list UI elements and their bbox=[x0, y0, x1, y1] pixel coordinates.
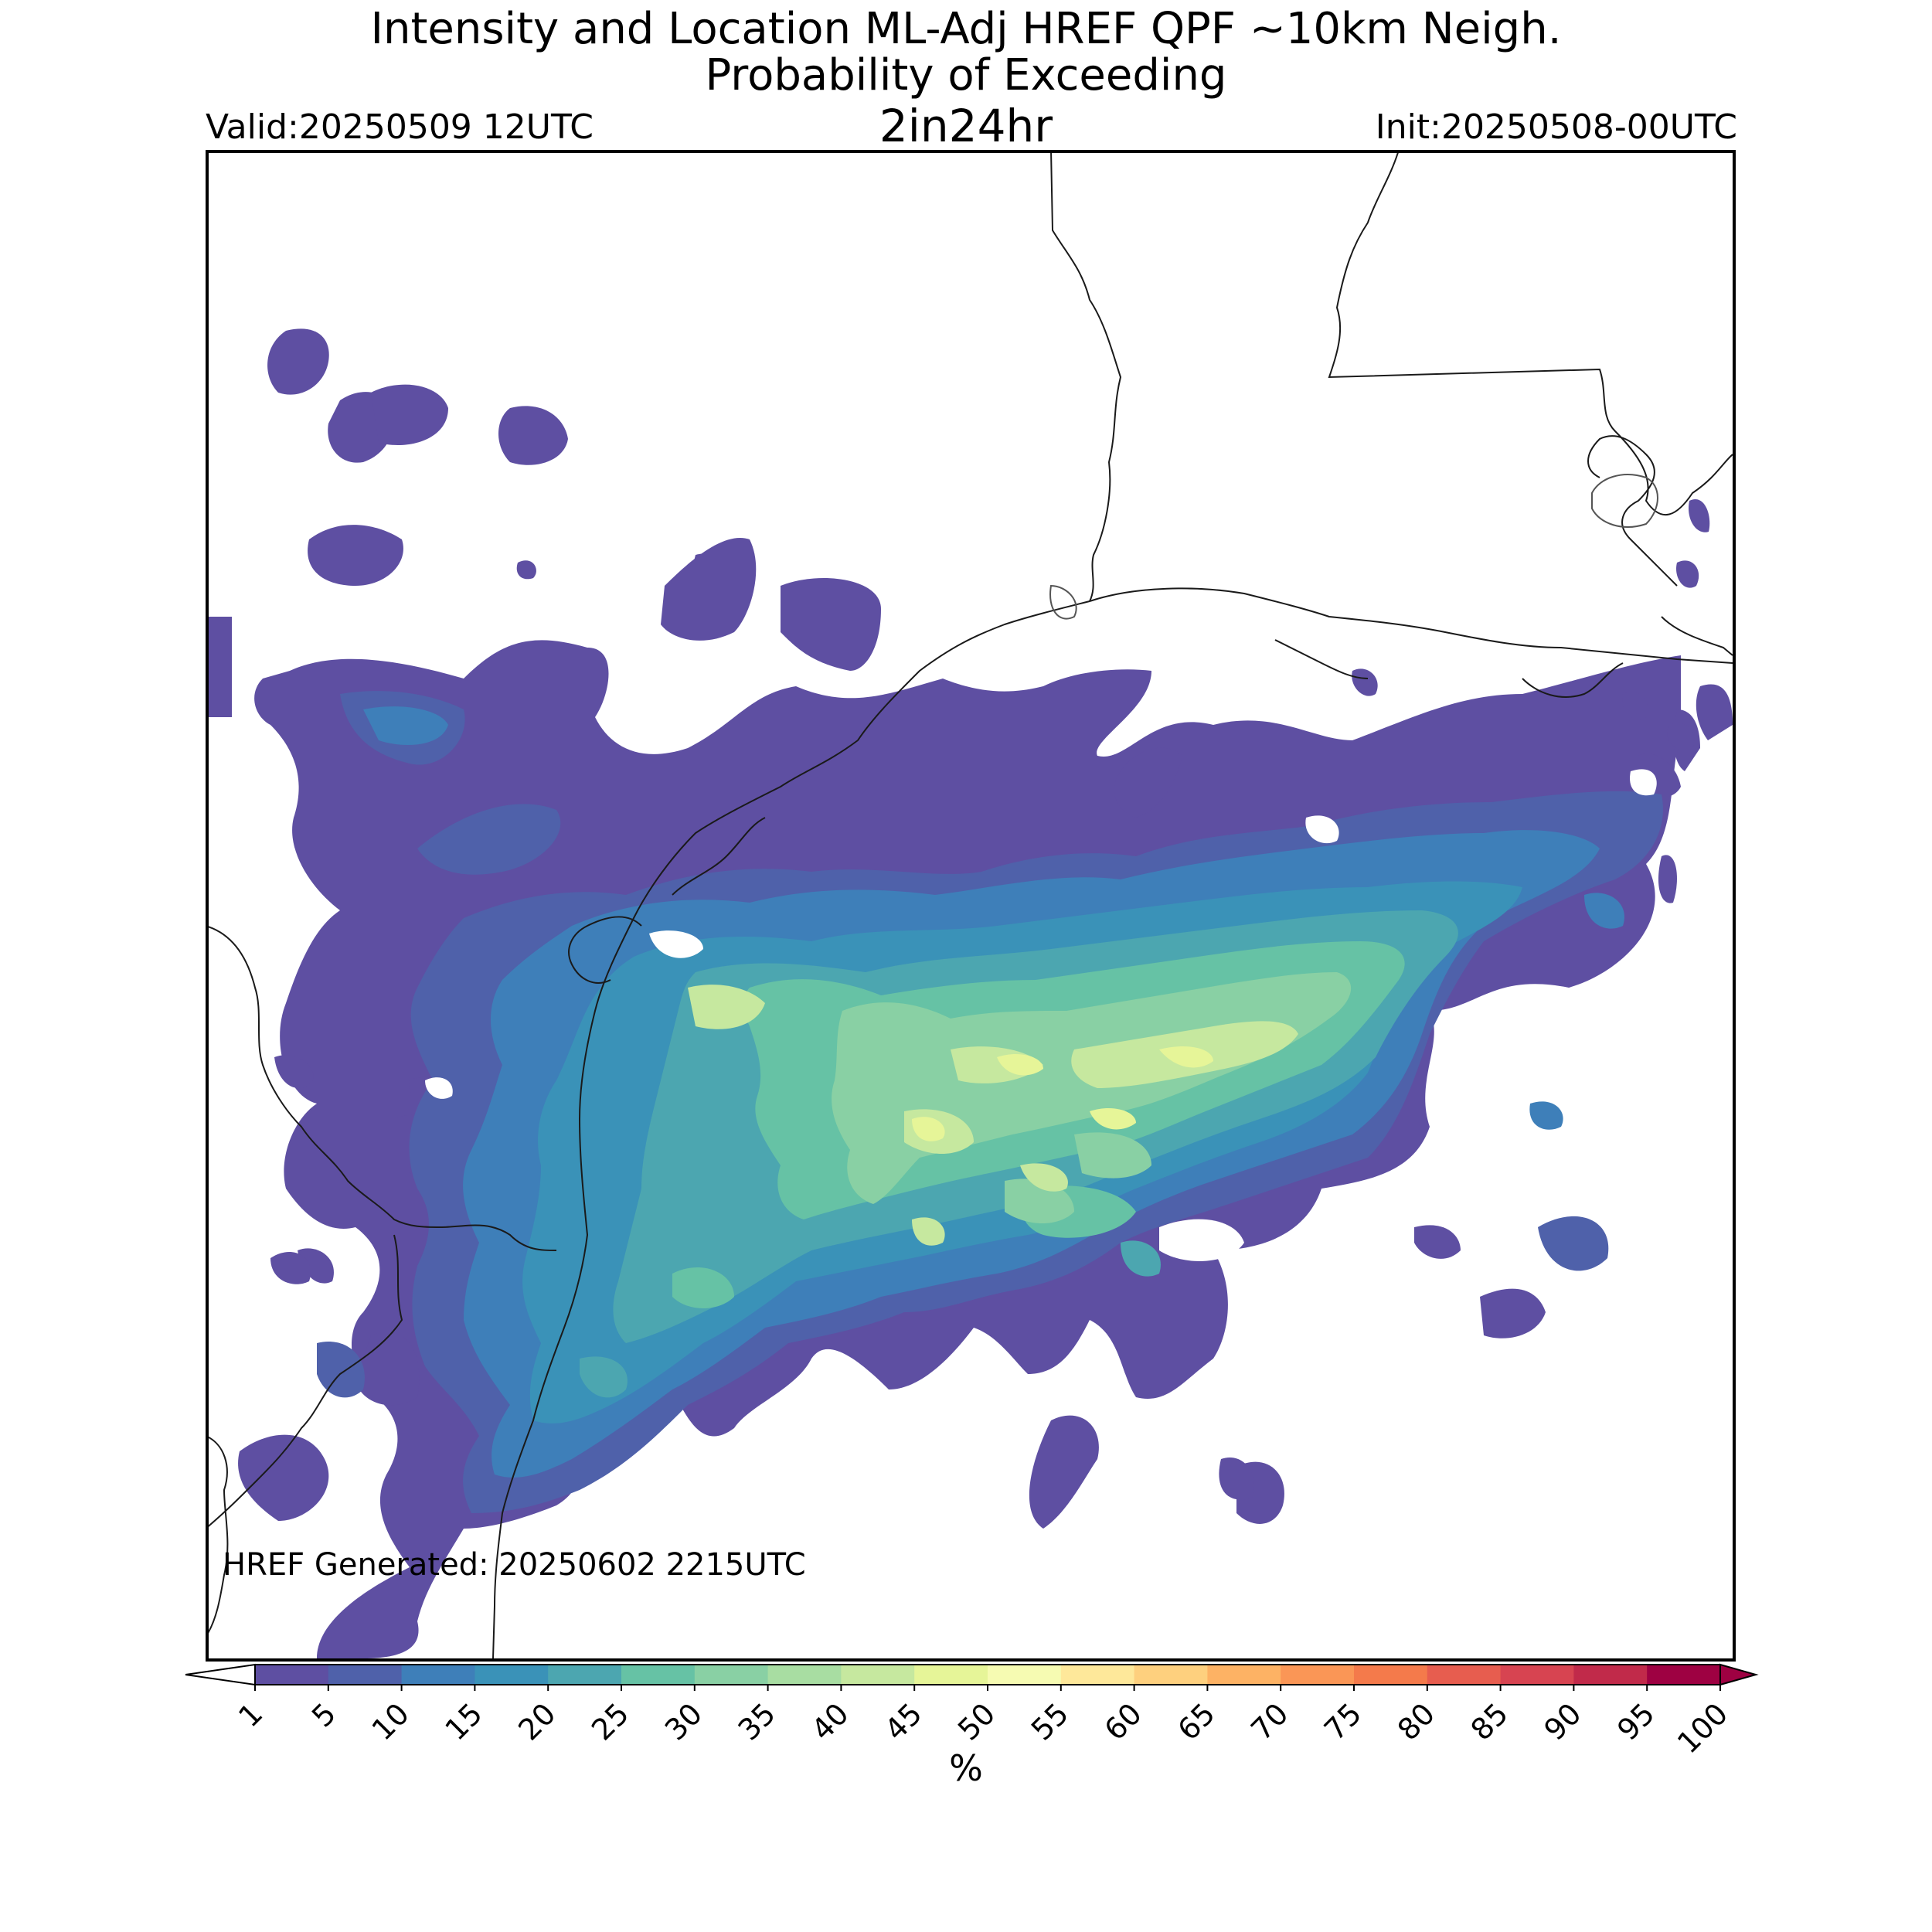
colorbar-swatch bbox=[1427, 1665, 1502, 1685]
colorbar-swatch bbox=[988, 1665, 1062, 1685]
colorbar-tick-label: 1 bbox=[232, 1696, 269, 1733]
colorbar-tick-label: 35 bbox=[732, 1696, 782, 1747]
colorbar-swatch bbox=[1647, 1665, 1721, 1685]
colorbar-unit-label: % bbox=[949, 1747, 983, 1789]
valid-time: Valid:20250509 12UTC bbox=[206, 107, 594, 147]
colorbar-swatch bbox=[914, 1665, 988, 1685]
colorbar-tick-label: 45 bbox=[878, 1696, 928, 1747]
colorbar: 1 5 10 15 20 25 30 35 40 45 50 55 60 65 70 75 80 85 90 95 10… bbox=[185, 1663, 1759, 1754]
colorbar-swatch bbox=[841, 1665, 915, 1685]
probability-map bbox=[206, 150, 1736, 1662]
generated-timestamp: HREF Generated: 20250602 2215UTC bbox=[223, 1547, 806, 1583]
colorbar-tick-label: 90 bbox=[1537, 1696, 1587, 1747]
colorbar-swatch bbox=[694, 1665, 769, 1685]
colorbar-tick-label: 30 bbox=[658, 1696, 709, 1747]
colorbar-tick-label: 40 bbox=[804, 1696, 855, 1747]
prob-holes bbox=[425, 769, 1657, 1261]
colorbar-tick-label: 20 bbox=[512, 1696, 562, 1747]
colorbar-tick-label: 75 bbox=[1318, 1696, 1368, 1747]
map-boundaries bbox=[209, 153, 1733, 1658]
colorbar-tick-label: 70 bbox=[1244, 1696, 1294, 1747]
colorbar-swatch bbox=[474, 1665, 549, 1685]
title-line-2: Probability of Exceeding bbox=[705, 50, 1227, 100]
colorbar-swatch bbox=[621, 1665, 696, 1685]
map-lakes bbox=[1049, 474, 1658, 620]
colorbar-swatch bbox=[548, 1665, 622, 1685]
colorbar-swatch bbox=[1060, 1665, 1135, 1685]
colorbar-ticks: 1 5 10 15 20 25 30 35 40 45 50 55 60 65 70 75 80 85 90 95 10… bbox=[232, 1685, 1734, 1754]
colorbar-tick-label: 100 bbox=[1671, 1696, 1734, 1754]
colorbar-swatch bbox=[1500, 1665, 1574, 1685]
colorbar-swatch bbox=[1354, 1665, 1428, 1685]
colorbar-tick-label: 65 bbox=[1171, 1696, 1221, 1747]
colorbar-tick-label: 5 bbox=[305, 1696, 342, 1733]
colorbar-tick-label: 80 bbox=[1391, 1696, 1441, 1747]
colorbar-tick-label: 25 bbox=[585, 1696, 635, 1747]
colorbar-swatches bbox=[185, 1663, 1759, 1686]
colorbar-tick-label: 50 bbox=[951, 1696, 1002, 1747]
map-canvas bbox=[209, 153, 1733, 1658]
colorbar-swatch bbox=[401, 1665, 475, 1685]
threshold-title: 2in24hr bbox=[879, 100, 1053, 152]
colorbar-swatch bbox=[1134, 1665, 1208, 1685]
colorbar-swatch bbox=[767, 1665, 842, 1685]
colorbar-swatch bbox=[1207, 1665, 1281, 1685]
colorbar-extend-min bbox=[185, 1663, 256, 1686]
prob-layer-9 bbox=[912, 1046, 1213, 1141]
colorbar-tick-label: 55 bbox=[1025, 1696, 1075, 1747]
colorbar-tick-label: 60 bbox=[1098, 1696, 1148, 1747]
colorbar-tick-label: 15 bbox=[438, 1696, 488, 1747]
colorbar-swatch bbox=[255, 1665, 329, 1685]
colorbar-tick-label: 95 bbox=[1611, 1696, 1661, 1747]
title-line-1: Intensity and Location ML-Adj HREF QPF ~… bbox=[370, 4, 1562, 54]
colorbar-swatch bbox=[1281, 1665, 1355, 1685]
colorbar-extend-max bbox=[1719, 1663, 1759, 1686]
colorbar-swatch bbox=[1573, 1665, 1648, 1685]
colorbar-tick-label: 10 bbox=[366, 1696, 416, 1747]
colorbar-tick-label: 85 bbox=[1464, 1696, 1515, 1747]
colorbar-swatch bbox=[328, 1665, 403, 1685]
init-time: Init:20250508-00UTC bbox=[1375, 107, 1737, 147]
